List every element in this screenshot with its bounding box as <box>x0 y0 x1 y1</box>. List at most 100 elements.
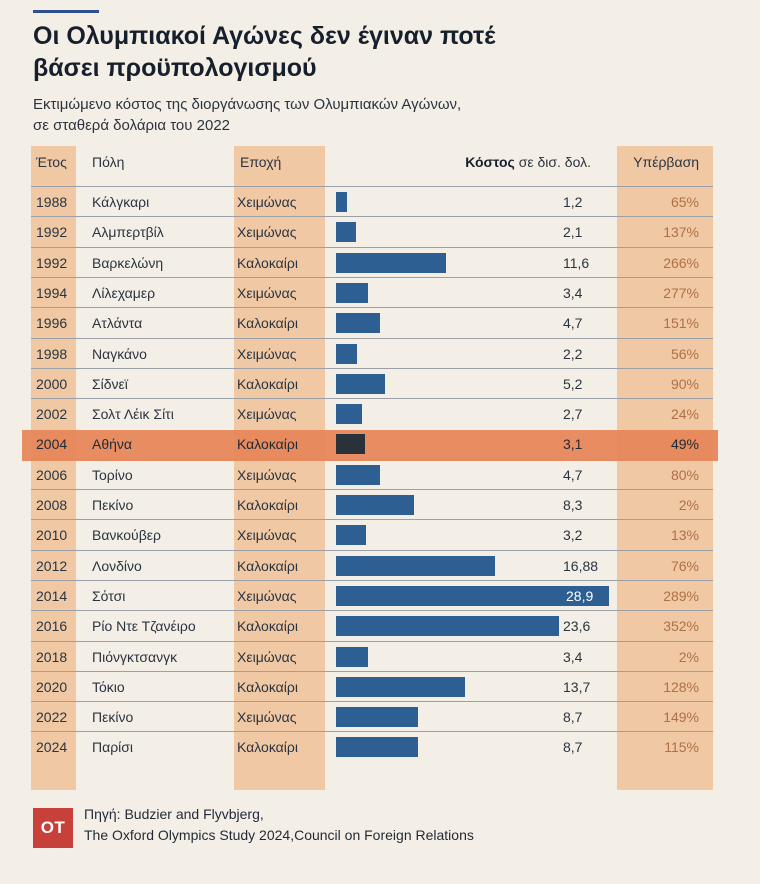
cost-value-label: 8,3 <box>563 497 583 513</box>
row-year: 1988 <box>36 194 68 210</box>
row-season: Καλοκαίρι <box>237 315 298 332</box>
row-year: 2006 <box>36 466 68 483</box>
cost-value-label: 8,7 <box>563 739 583 756</box>
row-city: Βαρκελώνη <box>92 254 164 271</box>
cost-value-label: 23,6 <box>563 618 591 635</box>
row-city: Σότσι <box>92 587 126 604</box>
table-row: 2014 Σότσι Χειμώνας 28,9 289% <box>31 579 713 610</box>
row-overrun: 277% <box>663 284 699 301</box>
header-cost-bold: Κόστος <box>465 154 515 170</box>
table-row: 2016 Ρίο Ντε Τζανέιρο Καλοκαίρι 23,6 352% <box>31 610 713 640</box>
table-row: 2024 Παρίσι Καλοκαίρι 8,7 115% <box>31 731 713 761</box>
row-season: Καλοκαίρι <box>237 739 298 756</box>
row-year: 1994 <box>36 284 68 301</box>
cost-bar <box>336 192 348 212</box>
row-season: Χειμώνας <box>237 587 297 604</box>
row-city: Ατλάντα <box>92 315 143 332</box>
row-overrun: 49% <box>670 436 699 453</box>
row-city: Πεκίνο <box>92 709 134 726</box>
row-overrun: 137% <box>663 224 699 241</box>
athens-highlight-band <box>22 430 718 461</box>
ot-logo: OT <box>33 808 73 848</box>
row-overrun: 115% <box>664 739 699 756</box>
row-overrun: 352% <box>663 618 699 635</box>
row-year: 2020 <box>36 678 68 695</box>
row-year: 1998 <box>36 345 68 362</box>
chart-title: Οι Ολυμπιακοί Αγώνες δεν έγιναν ποτέ βάσ… <box>33 20 733 84</box>
row-season: Χειμώνας <box>237 194 297 210</box>
table-row: 1992 Βαρκελώνη Καλοκαίρι 11,6 266% <box>31 246 713 277</box>
row-city: Σίδνεϊ <box>92 375 128 392</box>
source-line-2: The Oxford Olympics Study 2024,Council o… <box>84 827 474 843</box>
cost-value-label: 3,4 <box>563 648 583 665</box>
header-season: Εποχή <box>240 154 282 170</box>
cost-value-label: 5,2 <box>563 375 583 392</box>
row-city: Τορίνο <box>92 466 133 483</box>
cost-bar <box>336 616 559 637</box>
row-overrun: 128% <box>663 678 699 695</box>
row-year: 1992 <box>36 254 68 271</box>
header-cost-unit: σε δισ. δολ. <box>514 154 591 170</box>
row-season: Χειμώνας <box>237 709 297 726</box>
row-city: Λίλεχαμερ <box>92 284 156 301</box>
header-cost: Κόστος σε δισ. δολ. <box>465 154 591 170</box>
row-city: Πιόνγκτσανγκ <box>92 648 178 665</box>
row-season: Χειμώνας <box>237 224 297 241</box>
table-row: 2022 Πεκίνο Χειμώνας 8,7 149% <box>31 701 713 731</box>
row-city: Ναγκάνο <box>92 345 147 362</box>
subtitle-line-1: Εκτιμώμενο κόστος της διοργάνωσης των Ολ… <box>33 96 462 113</box>
table-row: 1998 Ναγκάνο Χειμώνας 2,2 56% <box>31 337 713 368</box>
row-year: 2000 <box>36 375 68 392</box>
table-row: 2000 Σίδνεϊ Καλοκαίρι 5,2 90% <box>31 367 713 398</box>
cost-value-label: 16,88 <box>563 557 599 574</box>
top-accent-rule <box>33 10 99 13</box>
row-season: Χειμώνας <box>237 648 297 665</box>
title-line-2: βάσει προϋπολογισμού <box>33 54 317 82</box>
row-city: Λονδίνο <box>92 557 142 574</box>
row-year: 2022 <box>36 709 68 726</box>
row-season: Καλοκαίρι <box>237 375 298 392</box>
table-row: 1994 Λίλεχαμερ Χειμώνας 3,4 277% <box>31 276 713 307</box>
cost-value-label: 2,7 <box>563 406 583 423</box>
row-season: Καλοκαίρι <box>237 618 298 635</box>
title-line-1: Οι Ολυμπιακοί Αγώνες δεν έγιναν ποτέ <box>33 22 496 50</box>
row-overrun: 65% <box>670 194 699 210</box>
table-row: 2018 Πιόνγκτσανγκ Χειμώνας 3,4 2% <box>31 640 713 671</box>
cost-bar <box>336 495 415 515</box>
cost-bar <box>336 707 419 728</box>
row-season: Καλοκαίρι <box>237 678 298 695</box>
cost-value-label: 3,4 <box>563 284 583 301</box>
cost-value-label: 2,1 <box>563 224 583 241</box>
table-row: 2004 Αθήνα Καλοκαίρι 3,1 49% <box>31 428 713 458</box>
cost-bar <box>336 434 366 455</box>
cost-bar <box>336 464 381 485</box>
cost-bar <box>336 222 356 243</box>
row-overrun: 76% <box>670 557 699 574</box>
cost-value-label: 2,2 <box>563 345 583 362</box>
row-overrun: 266% <box>663 254 699 271</box>
row-overrun: 149% <box>663 709 699 726</box>
cost-value-label: 13,7 <box>563 678 591 695</box>
chart-subtitle: Εκτιμώμενο κόστος της διοργάνωσης των Ολ… <box>33 94 733 136</box>
row-year: 2024 <box>36 739 68 756</box>
table-row: 2010 Βανκούβερ Χειμώνας 3,2 13% <box>31 519 713 549</box>
table-row: 2006 Τορίνο Χειμώνας 4,7 80% <box>31 458 713 489</box>
row-city: Σολτ Λέικ Σίτι <box>92 406 174 423</box>
table-row: 2012 Λονδίνο Καλοκαίρι 16,88 76% <box>31 549 713 580</box>
row-overrun: 80% <box>670 466 699 483</box>
row-year: 2016 <box>36 618 68 635</box>
table-row: 1988 Κάλγκαρι Χειμώνας 1,2 65% <box>31 186 713 216</box>
overrun-column-band <box>617 146 713 790</box>
row-city: Βανκούβερ <box>92 527 161 544</box>
row-season: Χειμώνας <box>237 527 297 544</box>
season-column-band <box>234 146 325 790</box>
cost-value-label: 3,2 <box>563 527 583 544</box>
cost-value-label: 11,6 <box>563 254 590 271</box>
cost-bar <box>336 676 466 697</box>
row-overrun: 24% <box>670 406 699 423</box>
cost-bar <box>336 313 381 334</box>
table-row: 2020 Τόκιο Καλοκαίρι 13,7 128% <box>31 670 713 701</box>
cost-value-label: 3,1 <box>563 436 583 453</box>
row-city: Αλμπερτβίλ <box>92 224 164 241</box>
row-overrun: 56% <box>670 345 699 362</box>
